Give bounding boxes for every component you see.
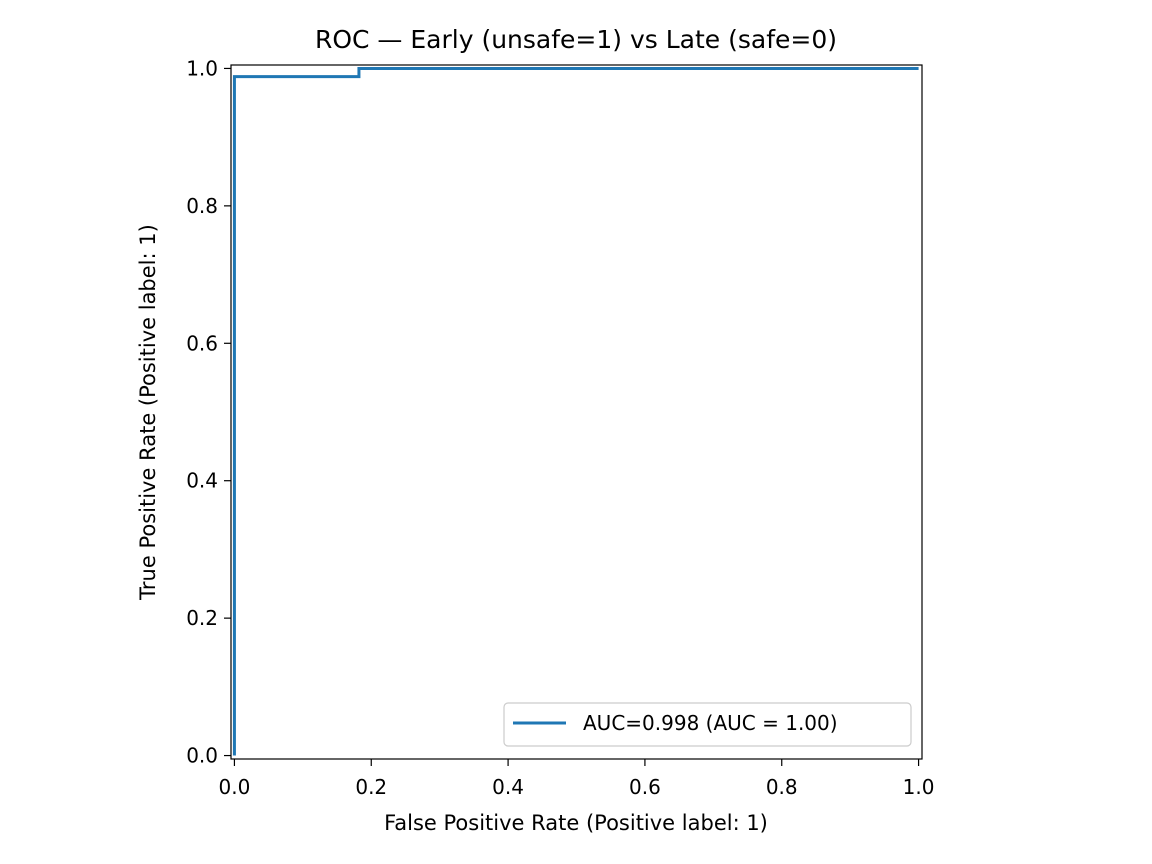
y-tick-label: 0.2 bbox=[186, 606, 218, 630]
y-tick-label: 0.8 bbox=[186, 194, 218, 218]
x-axis-ticks: 0.0 0.2 0.4 0.6 0.8 1.0 bbox=[219, 759, 935, 799]
x-tick-label: 0.8 bbox=[766, 775, 798, 799]
y-axis-label: True Positive Rate (Positive label: 1) bbox=[136, 224, 160, 601]
chart-title: ROC — Early (unsafe=1) vs Late (safe=0) bbox=[315, 25, 837, 54]
x-tick-label: 0.4 bbox=[492, 775, 524, 799]
roc-curve-line bbox=[232, 66, 919, 756]
legend: AUC=0.998 (AUC = 1.00) bbox=[503, 702, 912, 747]
legend-box bbox=[503, 702, 912, 747]
y-axis-ticks: 0.0 0.2 0.4 0.6 0.8 1.0 bbox=[186, 56, 231, 768]
plot-area-frame bbox=[230, 64, 923, 760]
x-tick-label: 0.6 bbox=[629, 775, 661, 799]
series-layer bbox=[232, 66, 919, 756]
x-axis-label: False Positive Rate (Positive label: 1) bbox=[384, 811, 768, 835]
x-tick-label: 0.0 bbox=[219, 775, 251, 799]
x-tick-label: 0.2 bbox=[355, 775, 387, 799]
y-tick-label: 0.0 bbox=[186, 744, 218, 768]
y-tick-label: 0.4 bbox=[186, 469, 218, 493]
x-tick-label: 1.0 bbox=[903, 775, 935, 799]
y-tick-label: 0.6 bbox=[186, 331, 218, 355]
legend-label: AUC=0.998 (AUC = 1.00) bbox=[583, 711, 838, 735]
y-tick-label: 1.0 bbox=[186, 56, 218, 80]
